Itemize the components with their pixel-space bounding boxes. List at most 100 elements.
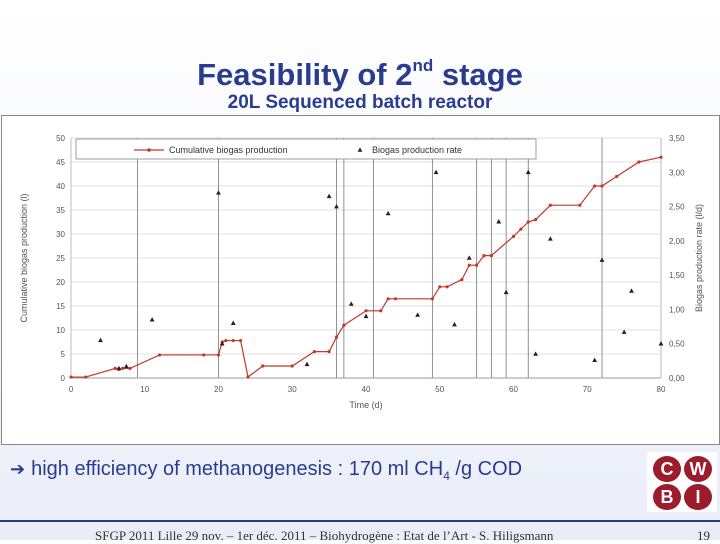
cwbi-logo: C W B I (647, 452, 717, 512)
cumulative-point-40 (615, 174, 619, 178)
page-number: 19 (697, 528, 710, 543)
rate-point-13 (415, 312, 421, 317)
rate-point-4 (216, 190, 221, 195)
cumulative-point-7 (202, 353, 206, 357)
x-tick-label-7: 70 (583, 385, 592, 394)
logo-letter-w: W (684, 456, 712, 482)
bullet-text: high efficiency of methanogenesis : 170 … (31, 458, 444, 480)
legend-triangle-swatch (357, 147, 363, 152)
rate-point-8 (326, 193, 332, 199)
cumulative-point-22 (386, 297, 390, 301)
rate-point-16 (466, 255, 472, 260)
bullet-subscript: 4 (443, 469, 450, 483)
rate-point-12 (385, 210, 391, 216)
rate-point-24 (621, 329, 627, 334)
rate-point-26 (658, 341, 664, 346)
rate-point-0 (98, 337, 103, 343)
cumulative-point-26 (445, 285, 449, 289)
rate-point-21 (547, 236, 553, 241)
cumulative-point-17 (327, 350, 331, 354)
title-superscript: nd (412, 56, 434, 75)
cumulative-point-38 (593, 184, 597, 188)
cumulative-point-11 (231, 338, 235, 343)
logo-letter-b: B (653, 484, 681, 510)
y-left-tick-label-5: 25 (56, 254, 65, 263)
rate-point-25 (629, 288, 634, 293)
x-axis-title: Time (d) (349, 400, 382, 410)
cumulative-point-29 (475, 263, 479, 267)
cumulative-point-12 (239, 338, 243, 343)
cumulative-point-24 (430, 297, 434, 301)
cumulative-point-23 (393, 297, 398, 301)
y-right-axis-title: Biogas production rate (l/d) (694, 204, 704, 312)
y-right-tick-label-1: 0,50 (669, 340, 685, 349)
y-right-tick-label-5: 2,50 (669, 203, 685, 212)
cumulative-point-30 (482, 254, 486, 258)
x-tick-label-2: 20 (214, 385, 223, 394)
y-left-tick-label-8: 40 (56, 182, 65, 191)
rate-point-19 (525, 169, 531, 175)
cumulative-point-6 (157, 353, 162, 357)
y-right-tick-label-2: 1,00 (669, 305, 685, 314)
cumulative-point-35 (534, 218, 538, 222)
rate-point-20 (533, 351, 539, 356)
cumulative-point-42 (659, 155, 663, 159)
rate-point-1 (116, 365, 122, 371)
cumulative-point-27 (460, 278, 464, 282)
cumulative-point-20 (364, 309, 368, 313)
cumulative-point-39 (600, 184, 604, 188)
y-right-tick-label-7: 3,50 (669, 134, 685, 143)
cumulative-point-8 (216, 353, 221, 357)
y-left-tick-label-10: 50 (56, 134, 65, 143)
rate-point-14 (433, 169, 439, 175)
cumulative-point-10 (224, 338, 228, 343)
x-tick-label-8: 80 (657, 385, 666, 394)
rate-point-23 (599, 257, 605, 262)
logo-letter-c: C (653, 456, 681, 482)
y-right-tick-label-6: 3,00 (669, 168, 685, 177)
cumulative-point-37 (578, 203, 582, 207)
rate-point-11 (363, 313, 369, 319)
y-left-tick-label-9: 45 (56, 158, 65, 167)
arrow-bullet-icon: ➔ (10, 459, 26, 479)
rate-point-3 (149, 317, 155, 322)
rate-point-18 (503, 289, 509, 295)
y-left-tick-label-0: 0 (61, 374, 66, 383)
rate-point-5 (219, 341, 225, 346)
cumulative-point-18 (334, 335, 339, 339)
cumulative-point-4 (121, 366, 125, 370)
x-tick-label-3: 30 (288, 385, 297, 394)
rate-point-22 (592, 357, 598, 362)
x-tick-label-6: 60 (509, 385, 518, 394)
legend-label-rate: Biogas production rate (372, 145, 462, 155)
x-tick-label-4: 40 (362, 385, 371, 394)
y-left-tick-label-4: 20 (56, 278, 65, 287)
cumulative-point-41 (637, 160, 641, 164)
y-left-tick-label-6: 30 (56, 230, 65, 239)
rate-point-10 (348, 301, 354, 306)
y-left-tick-label-1: 5 (61, 350, 66, 359)
cumulative-point-14 (261, 364, 265, 368)
x-tick-label-1: 10 (140, 385, 149, 394)
cumulative-point-2 (113, 366, 117, 370)
cumulative-point-21 (379, 309, 383, 313)
y-left-tick-label-2: 10 (56, 326, 65, 335)
x-tick-label-5: 50 (435, 385, 444, 394)
y-right-tick-label-3: 1,50 (669, 271, 685, 280)
cumulative-point-25 (438, 285, 442, 289)
cumulative-point-15 (290, 364, 294, 368)
slide-title: Feasibility of 2nd stage (197, 56, 523, 92)
slide-footer: SFGP 2011 Lille 29 nov. – 1er déc. 2011 … (0, 520, 720, 543)
biogas-chart: 0 10 20 30 40 50 60 70 80 0 5 10 15 20 25 30 35 40 45 50 0,0… (19, 134, 704, 410)
cumulative-point-0 (69, 375, 73, 379)
cumulative-point-33 (519, 227, 523, 231)
y-right-tick-label-4: 2,00 (669, 237, 685, 246)
cumulative-point-19 (342, 323, 346, 327)
bullet-end: /g COD (449, 458, 523, 480)
rate-point-9 (334, 203, 339, 209)
conclusion-bullet: ➔ high efficiency of methanogenesis : 170… (10, 458, 522, 483)
rate-point-2 (123, 363, 129, 369)
rate-point-6 (230, 320, 236, 325)
cumulative-point-1 (84, 375, 88, 379)
logo-letter-i: I (684, 484, 712, 510)
